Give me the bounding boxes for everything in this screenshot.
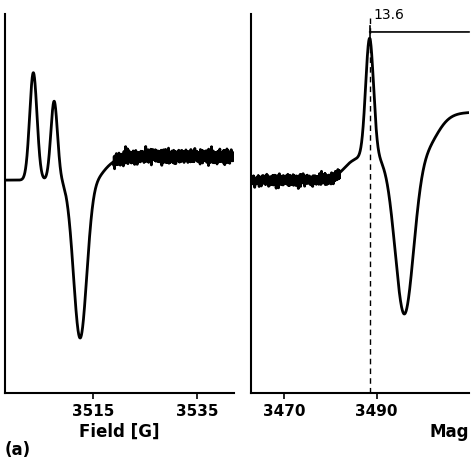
X-axis label: Field [G]: Field [G] xyxy=(79,423,159,441)
Text: 13.6: 13.6 xyxy=(374,9,404,22)
X-axis label: Mag: Mag xyxy=(430,423,469,441)
Text: (a): (a) xyxy=(5,441,31,459)
